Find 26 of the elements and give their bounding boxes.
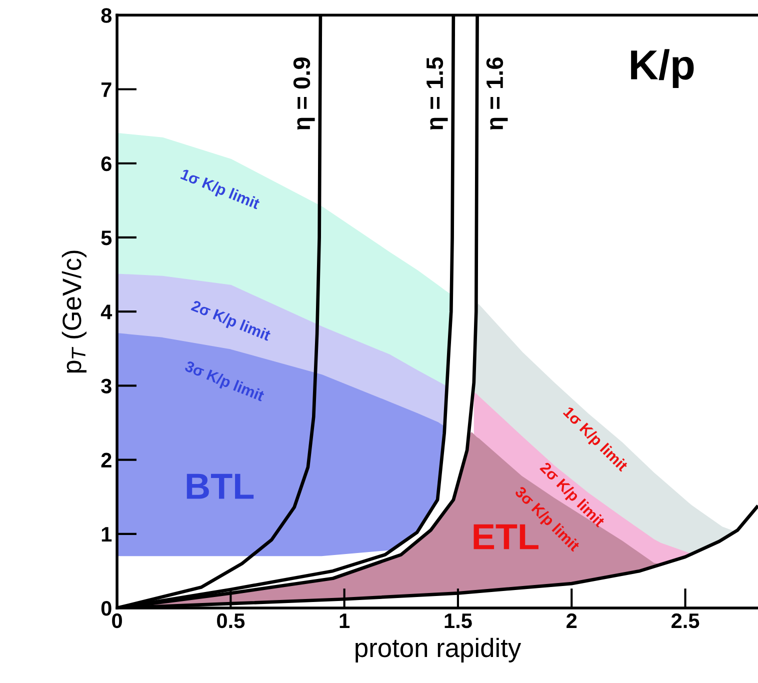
text: K/p xyxy=(631,49,694,88)
annotation: 1σ K/p limit xyxy=(179,168,261,212)
x-tick-label: 1 xyxy=(340,614,350,628)
text: η = 1.6 xyxy=(486,58,508,130)
x-tick-label: 1.5 xyxy=(444,614,472,628)
y-tick-label: 4 xyxy=(100,304,112,320)
y-tick-label: 3 xyxy=(101,378,112,394)
x-axis-title: proton rapidity xyxy=(356,638,522,662)
annotation: 3σ K/p limit xyxy=(183,360,266,404)
y-tick-label: 1 xyxy=(102,527,112,542)
y-tick-label: 8 xyxy=(101,8,112,23)
y-tick-label: 5 xyxy=(101,230,112,246)
x-tick-label: 2 xyxy=(566,613,577,628)
x-tick-label: 2.5 xyxy=(672,613,700,628)
y-tick-label: 7 xyxy=(101,82,112,97)
y-axis-title: p$_{T}$ (GeV/c) xyxy=(62,250,86,373)
x-tick-label: 0.5 xyxy=(217,613,245,628)
text: η = 0.9 xyxy=(293,58,315,130)
text: η = 1.5 xyxy=(426,57,448,130)
y-tick-label: 0 xyxy=(101,601,112,616)
y-tick-label: 6 xyxy=(101,156,112,172)
y-tick-label: 2 xyxy=(101,452,112,468)
annotation: 2σ K/p limit xyxy=(190,300,272,344)
annotation: BTL xyxy=(186,474,254,499)
x-tick-label: 0 xyxy=(112,613,122,628)
annotation: ETL xyxy=(474,524,538,550)
